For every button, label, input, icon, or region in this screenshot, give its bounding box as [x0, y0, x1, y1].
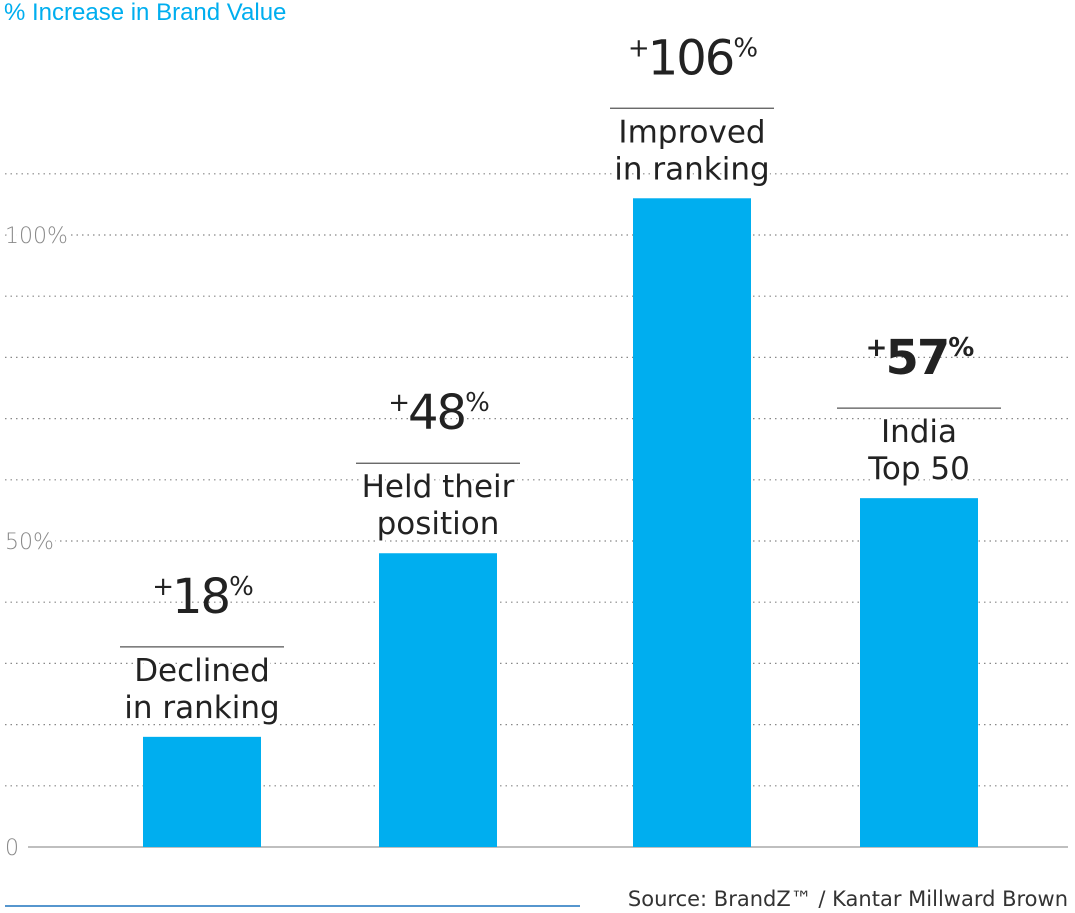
bar — [143, 736, 261, 847]
category-label: Top 50 — [867, 451, 970, 487]
category-label: in ranking — [614, 151, 769, 187]
y-axis-title: % Increase in Brand Value — [4, 0, 286, 26]
category-label: Improved — [618, 114, 765, 150]
y-tick-label: 0 — [5, 836, 19, 861]
category-label: Declined — [134, 653, 270, 689]
y-tick-label: 50% — [5, 530, 54, 555]
category-label: position — [377, 506, 500, 542]
category-label: in ranking — [124, 690, 279, 726]
data-label: +57% — [866, 330, 975, 386]
data-label: +48% — [388, 385, 489, 441]
category-label: Held their — [362, 469, 515, 505]
y-tick-label: 100% — [5, 224, 68, 249]
y-tick-labels: 0 50% 100% — [1, 220, 72, 861]
bar — [379, 553, 497, 847]
data-label: +18% — [152, 569, 253, 625]
bars — [143, 198, 978, 847]
bar — [633, 198, 751, 847]
bar — [860, 498, 978, 847]
data-label: +106% — [628, 30, 757, 86]
source-note: Source: BrandZ™ / Kantar Millward Brown — [628, 887, 1068, 911]
category-label: India — [881, 414, 957, 450]
